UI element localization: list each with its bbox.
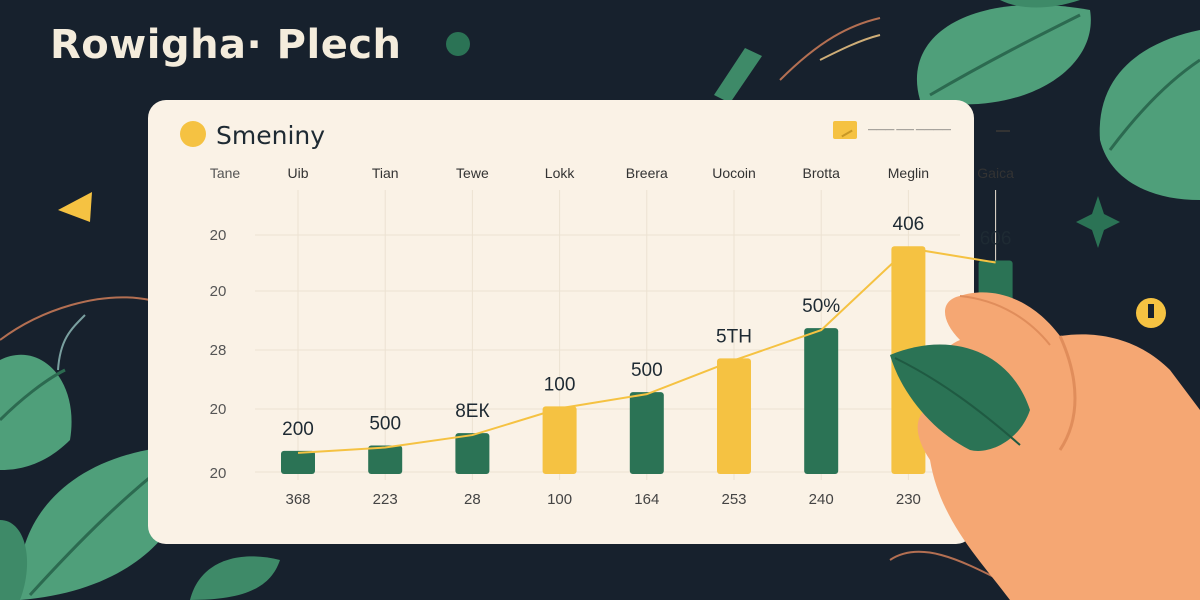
y-tick-label: 20	[210, 283, 227, 300]
bar[interactable]	[804, 328, 839, 474]
category-label: Lokk	[545, 165, 576, 181]
card-title: Smeniny	[216, 121, 326, 150]
bottom-value-label: 223	[373, 491, 398, 508]
page-title: Rowigha· Plech	[50, 22, 402, 68]
data-label: 500	[631, 360, 663, 381]
bar[interactable]	[455, 433, 490, 474]
leaf-cluster-top-right	[714, 0, 1200, 200]
bar[interactable]	[281, 450, 315, 474]
bar[interactable]	[717, 358, 751, 474]
category-label: Uocoin	[712, 165, 756, 181]
bottom-value-label: 230	[896, 491, 921, 508]
data-label: 5ТН	[716, 326, 752, 347]
category-label: Tian	[372, 165, 399, 181]
data-label: 100	[544, 374, 576, 395]
y-tick-label: 20	[210, 401, 227, 418]
chart-corner-label: Tane	[210, 165, 241, 181]
bottom-value-label: 100	[547, 491, 572, 508]
y-tick-label: 20	[210, 227, 227, 244]
data-label: 8ЕК	[455, 401, 489, 422]
trend-line	[297, 247, 996, 454]
y-tick-label: 20	[210, 465, 227, 482]
legend-swatch[interactable]	[833, 121, 857, 139]
bar[interactable]	[542, 406, 577, 474]
bottom-value-label: 253	[721, 491, 746, 508]
data-label: 50%	[802, 296, 840, 317]
bottom-value-label: 164	[634, 491, 659, 508]
bottom-value-label: 28	[464, 491, 481, 508]
category-label: Tewe	[456, 165, 489, 181]
category-label: Meglin	[888, 165, 929, 181]
category-label: Breera	[626, 165, 668, 181]
bar[interactable]	[629, 392, 664, 474]
data-label: 606	[980, 228, 1012, 249]
category-label: Uib	[287, 165, 308, 181]
y-tick-label: 28	[210, 342, 227, 359]
legend-text: ——— —— ————	[868, 124, 951, 134]
bottom-value-label: 240	[809, 491, 834, 508]
card-status-dot	[180, 121, 206, 147]
bottom-value-label: 368	[285, 491, 310, 508]
category-label: Gaica	[977, 165, 1014, 181]
data-label: 406	[893, 214, 925, 235]
menu-icon[interactable]	[996, 130, 1010, 132]
data-label: 500	[369, 414, 401, 435]
data-label: 200	[282, 419, 314, 440]
category-label: Brotta	[803, 165, 841, 181]
bar[interactable]	[368, 445, 403, 474]
